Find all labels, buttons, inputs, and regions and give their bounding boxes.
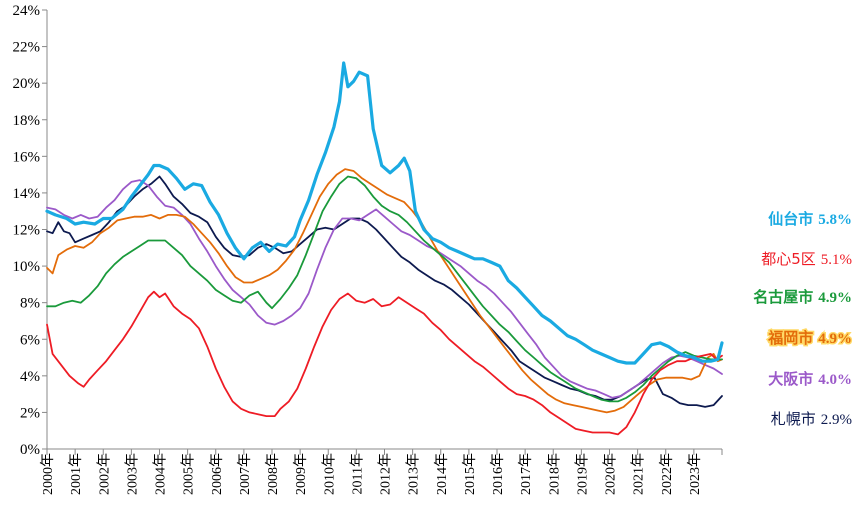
legend-name: 都心5区 xyxy=(761,250,816,268)
series-line-3 xyxy=(46,168,723,414)
legend-name: 大阪市 xyxy=(768,370,813,388)
x-tick-label: 2007年 xyxy=(237,453,253,495)
legend-value: 4.9% xyxy=(818,290,852,306)
x-tick-label: 2002年 xyxy=(96,453,112,495)
legend-value: 2.9% xyxy=(821,412,852,428)
x-tick-label: 2004年 xyxy=(153,453,169,495)
series-line-4 xyxy=(46,179,723,399)
x-tick-label: 2005年 xyxy=(181,453,197,495)
y-tick-label: 4% xyxy=(20,369,40,385)
x-tick-label: 2006年 xyxy=(209,453,225,495)
y-tick-label: 10% xyxy=(13,259,41,275)
x-tick-label: 2014年 xyxy=(434,453,450,495)
x-tick-label: 2003年 xyxy=(124,453,140,495)
legend-name: 福岡市 xyxy=(767,329,813,347)
x-tick-label: 2017年 xyxy=(518,453,534,495)
y-tick-label: 16% xyxy=(13,149,41,165)
x-tick-label: 2013年 xyxy=(406,453,422,495)
x-tick-label: 2015年 xyxy=(462,453,478,495)
legend-entry-2: 名古屋市 4.9% xyxy=(753,288,852,306)
x-tick-label: 2011年 xyxy=(349,453,365,494)
y-tick-label: 0% xyxy=(20,442,40,458)
y-tick-label: 20% xyxy=(13,76,41,92)
x-tick-label: 2020年 xyxy=(603,453,619,495)
legend-name: 仙台市 xyxy=(768,210,813,228)
legend-name: 札幌市 xyxy=(771,410,816,428)
y-tick-label: 14% xyxy=(13,186,41,202)
x-tick-label: 2021年 xyxy=(631,453,647,495)
x-tick-label: 2023年 xyxy=(687,453,703,495)
legend-name: 名古屋市 xyxy=(753,288,813,306)
y-tick-label: 24% xyxy=(13,3,41,19)
series-line-5 xyxy=(46,175,723,408)
legend-value: 4.9% xyxy=(818,331,852,347)
legend-entry-4: 大阪市 4.0% xyxy=(768,370,852,388)
y-tick-label: 6% xyxy=(20,332,40,348)
legend-entry-5: 札幌市 2.9% xyxy=(771,410,852,428)
y-tick-label: 8% xyxy=(20,296,40,312)
x-tick-label: 2008年 xyxy=(265,453,281,495)
series-line-2 xyxy=(46,175,723,403)
axes: 0% 2% 4% 6% 8% 10% 12% 14% 16% 18% 20% 22% 24% 2000年 2… xyxy=(13,3,723,495)
legend: 仙台市 5.8% 都心5区 5.1% 名古屋市 4.9% 福岡市 4.9% 大阪市 4.0% 札幌市… xyxy=(753,210,853,428)
x-tick-label: 2009年 xyxy=(293,453,309,495)
x-tick-label: 2019年 xyxy=(574,453,590,495)
x-tick-label: 2022年 xyxy=(659,453,675,495)
y-tick-label: 18% xyxy=(13,113,41,129)
legend-entry-0: 仙台市 5.8% xyxy=(768,210,852,228)
legend-entry-1: 都心5区 5.1% xyxy=(761,250,852,268)
legend-value: 5.1% xyxy=(821,252,852,268)
y-tick-label: 2% xyxy=(20,405,40,421)
series-line-0 xyxy=(45,61,724,365)
x-tick-label: 2010年 xyxy=(321,453,337,495)
legend-value: 5.8% xyxy=(818,212,852,228)
y-tick-label: 22% xyxy=(13,40,41,56)
x-tick-label: 2016年 xyxy=(490,453,506,495)
legend-entry-3: 福岡市 4.9% xyxy=(767,329,852,347)
series-lines xyxy=(45,61,724,436)
series-line-1 xyxy=(46,290,723,436)
legend-value: 4.0% xyxy=(818,372,852,388)
x-tick-label: 2012年 xyxy=(378,453,394,495)
x-tick-label: 2000年 xyxy=(40,453,56,495)
y-tick-label: 12% xyxy=(13,223,41,239)
x-tick-label: 2018年 xyxy=(546,453,562,495)
x-tick-label: 2001年 xyxy=(68,453,84,495)
